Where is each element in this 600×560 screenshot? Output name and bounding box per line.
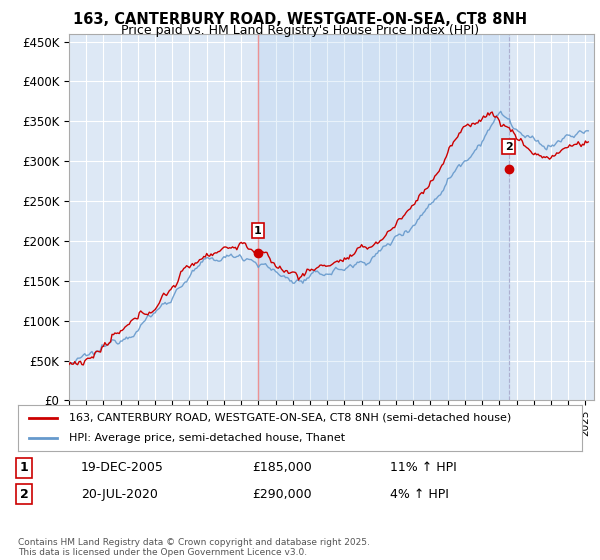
Text: 2: 2 [505,142,512,152]
Text: £185,000: £185,000 [252,461,312,474]
Bar [258,34,509,400]
Text: Contains HM Land Registry data © Crown copyright and database right 2025.
This d: Contains HM Land Registry data © Crown c… [18,538,370,557]
Text: 4% ↑ HPI: 4% ↑ HPI [390,488,449,501]
Text: 2: 2 [20,488,28,501]
Text: £290,000: £290,000 [252,488,311,501]
Text: 19-DEC-2005: 19-DEC-2005 [81,461,164,474]
Text: 163, CANTERBURY ROAD, WESTGATE-ON-SEA, CT8 8NH (semi-detached house): 163, CANTERBURY ROAD, WESTGATE-ON-SEA, C… [69,413,511,423]
Text: 20-JUL-2020: 20-JUL-2020 [81,488,158,501]
Text: 1: 1 [254,226,262,236]
Text: 1: 1 [20,461,28,474]
Text: 163, CANTERBURY ROAD, WESTGATE-ON-SEA, CT8 8NH: 163, CANTERBURY ROAD, WESTGATE-ON-SEA, C… [73,12,527,27]
Text: 11% ↑ HPI: 11% ↑ HPI [390,461,457,474]
Text: HPI: Average price, semi-detached house, Thanet: HPI: Average price, semi-detached house,… [69,433,345,443]
Text: Price paid vs. HM Land Registry's House Price Index (HPI): Price paid vs. HM Land Registry's House … [121,24,479,36]
